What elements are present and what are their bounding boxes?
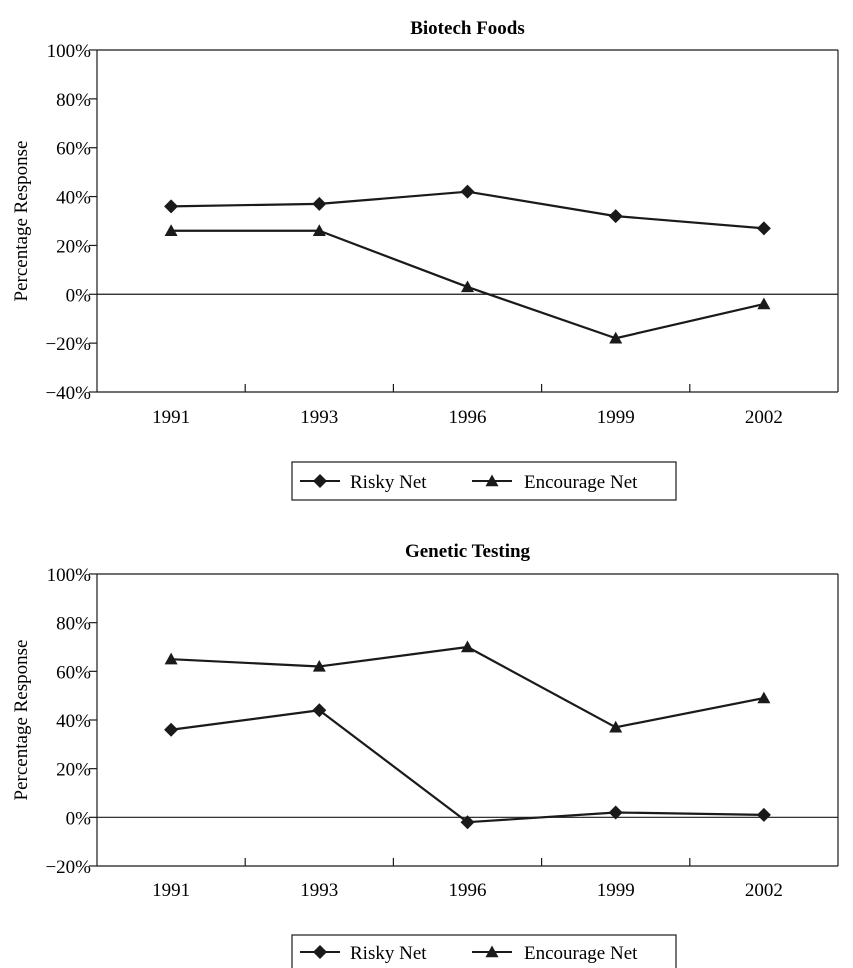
legend: Risky Net Encourage Net	[291, 934, 677, 968]
x-tick-label: 1993	[300, 880, 338, 901]
y-tick-label: 40%	[56, 711, 91, 732]
y-axis-label: Percentage Response	[11, 640, 32, 801]
series-encourage-net	[164, 224, 771, 344]
triangle-marker	[312, 659, 326, 672]
series-encourage-net	[164, 640, 771, 733]
triangle-marker	[312, 224, 326, 236]
chart-1: Genetic Testing −20% 0% 20% 40% 60% 80% 100% 199…	[11, 541, 839, 968]
y-tick-label: −40%	[45, 383, 91, 404]
legend-box	[291, 461, 677, 501]
triangle-marker	[164, 652, 178, 665]
x-tick-label: 1991	[152, 407, 190, 428]
x-tick-label: 2002	[745, 407, 783, 428]
series-risky-net	[164, 184, 771, 236]
diamond-marker	[756, 807, 771, 822]
legend: Risky Net Encourage Net	[291, 461, 677, 501]
y-tick-label: 60%	[56, 139, 91, 160]
y-tick-label: 80%	[56, 90, 91, 111]
y-tick-label: 100%	[47, 41, 92, 62]
x-tick-label: 1996	[449, 407, 487, 428]
y-tick-label: 80%	[56, 614, 91, 635]
y-tick-label: −20%	[45, 857, 91, 878]
series-line	[171, 645, 765, 729]
triangle-marker	[164, 224, 178, 236]
diamond-marker	[164, 199, 179, 214]
diamond-marker	[312, 703, 327, 718]
diamond-marker	[460, 184, 475, 199]
x-tick-label: 1999	[597, 407, 635, 428]
x-tick-label: 2002	[745, 880, 783, 901]
triangle-marker	[609, 720, 623, 733]
triangle-marker	[609, 331, 623, 344]
chart-0: Biotech Foods −40% −20% 0% 20% 40% 60% 80% 100% 1…	[11, 18, 839, 501]
x-tick-label: 1991	[152, 880, 190, 901]
diamond-marker	[608, 805, 623, 820]
series-risky-net	[164, 703, 771, 830]
y-tick-label: 20%	[56, 760, 91, 781]
triangle-marker	[461, 640, 474, 653]
diamond-marker	[312, 196, 327, 211]
legend-label: Risky Net	[350, 472, 427, 493]
legend-diamond-marker	[313, 474, 327, 488]
y-tick-label: 0%	[66, 285, 92, 306]
chart-title: Genetic Testing	[405, 541, 531, 562]
legend-triangle-marker	[485, 945, 499, 958]
y-tick-label: 0%	[66, 808, 92, 829]
y-axis-label: Percentage Response	[11, 141, 32, 302]
triangle-marker	[461, 280, 474, 293]
x-tick-label: 1996	[449, 880, 487, 901]
y-tick-label: 40%	[56, 188, 91, 209]
diamond-marker	[608, 209, 623, 224]
legend-label: Encourage Net	[524, 943, 638, 964]
diamond-marker	[460, 815, 475, 830]
legend-label: Risky Net	[350, 943, 427, 964]
legend-box	[291, 934, 677, 968]
y-tick-label: 60%	[56, 662, 91, 683]
legend-diamond-marker	[313, 945, 327, 959]
legend-label: Encourage Net	[524, 472, 638, 493]
y-tick-label: −20%	[45, 334, 91, 355]
series-line	[170, 709, 764, 824]
y-tick-label: 100%	[47, 565, 92, 586]
diamond-marker	[756, 221, 771, 236]
y-tick-label: 20%	[56, 236, 91, 257]
triangle-marker	[757, 297, 771, 310]
legend-triangle-marker	[485, 474, 499, 487]
diamond-marker	[164, 722, 179, 737]
x-tick-label: 1993	[300, 407, 338, 428]
triangle-marker	[757, 691, 771, 704]
chart-title: Biotech Foods	[410, 18, 525, 39]
x-tick-label: 1999	[597, 880, 635, 901]
